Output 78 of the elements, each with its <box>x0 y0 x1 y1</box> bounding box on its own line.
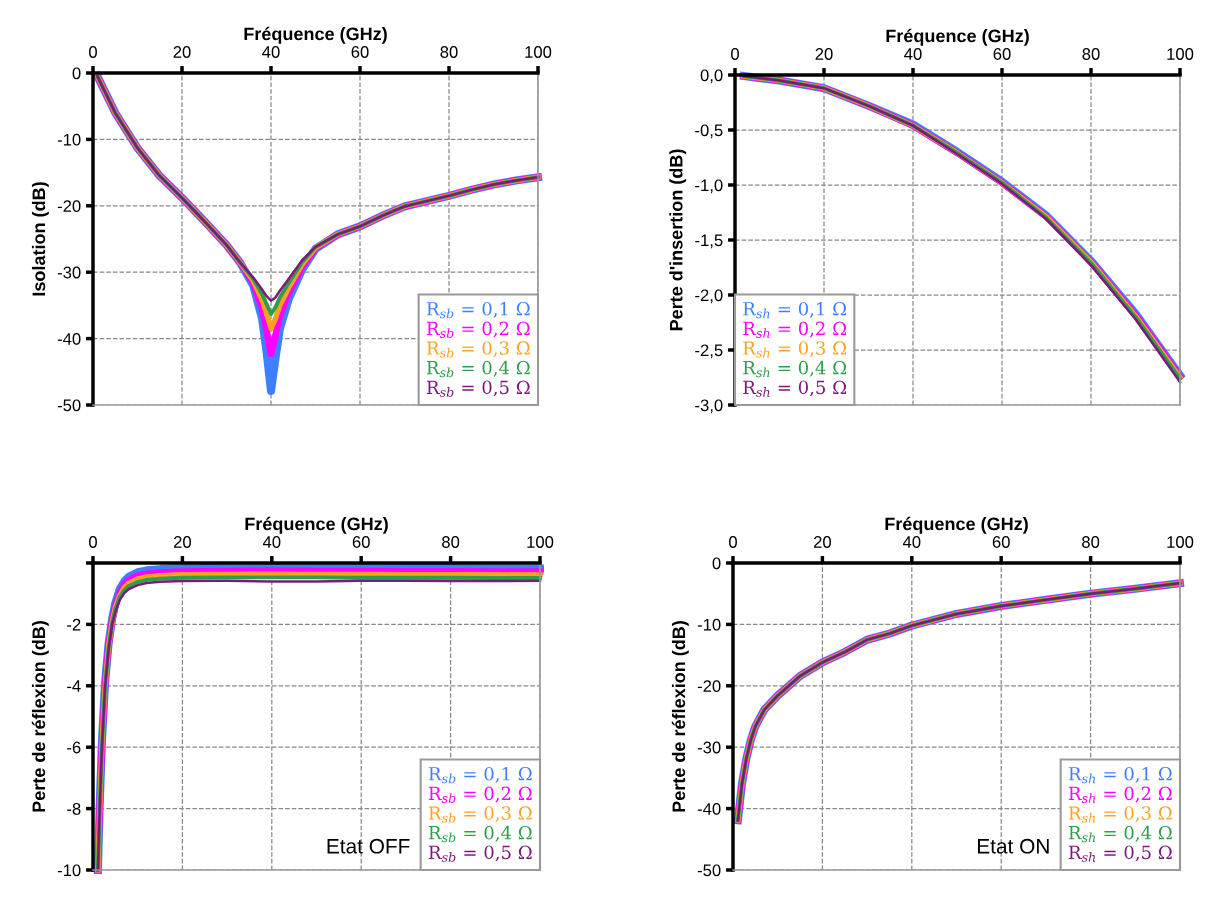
text: R$_{sb}$ = 0,2 Ω <box>428 786 532 803</box>
x-tick-label: 40 <box>262 46 280 58</box>
x-tick-label: 60 <box>351 46 369 58</box>
annotation: Etat OFF <box>327 838 410 854</box>
x-tick-label: 40 <box>262 536 281 548</box>
y-tick-label: -20 <box>57 200 81 212</box>
x-tick-label: 0 <box>729 536 737 548</box>
text: R$_{sb}$ = 0,3 Ω <box>426 341 530 358</box>
text: R$_{sb}$ = 0,1 Ω <box>428 766 532 784</box>
x-tick-label: 100 <box>1167 536 1194 548</box>
x-tick-label: 20 <box>813 536 832 548</box>
y-tick-label: -50 <box>57 399 81 412</box>
x-tick-label: 40 <box>904 48 922 60</box>
x-tick-label: 80 <box>1082 48 1100 60</box>
x-tick-label: 20 <box>173 46 191 58</box>
y-tick-label: -40 <box>57 333 81 345</box>
x-axis-title: Fréquence (GHz) <box>885 516 1028 534</box>
text: R$_{sh}$ = 0,3 Ω <box>743 341 847 358</box>
text: R$_{sh}$ = 0,5 Ω <box>743 380 847 397</box>
text: R$_{sb}$ = 0,4 Ω <box>428 825 532 843</box>
y-tick-label: -1,5 <box>695 234 723 249</box>
x-tick-label: 100 <box>525 46 552 58</box>
text: R$_{sh}$ = 0,4 Ω <box>743 360 847 378</box>
y-tick-label: -10 <box>57 864 81 877</box>
text: R$_{sb}$ = 0,1 Ω <box>426 301 530 319</box>
y-tick-label: 0 <box>72 67 81 80</box>
text: R$_{sh}$ = 0,2 Ω <box>1068 786 1172 803</box>
y-axis-title: Isolation (dB) <box>31 182 49 296</box>
text: R$_{sb}$ = 0,2 Ω <box>426 321 530 338</box>
text: R$_{sh}$ = 0,1 Ω <box>743 301 847 319</box>
text: R$_{sh}$ = 0,4 Ω <box>1068 825 1172 843</box>
y-tick-label: 0 <box>712 557 721 570</box>
text: R$_{sh}$ = 0,5 Ω <box>1068 845 1172 862</box>
text: R$_{sh}$ = 0,1 Ω <box>1068 766 1172 784</box>
y-tick-label: -2 <box>67 618 81 631</box>
y-tick-label: -4 <box>67 680 81 692</box>
y-tick-label: -10 <box>57 133 81 146</box>
x-tick-label: 80 <box>442 536 460 548</box>
y-axis-title: Perte de réflexion (dB) <box>31 621 49 812</box>
x-tick-label: 60 <box>992 536 1010 548</box>
text: R$_{sb}$ = 0,5 Ω <box>428 845 532 862</box>
text: R$_{sh}$ = 0,2 Ω <box>743 321 847 338</box>
y-tick-label: -6 <box>67 741 81 754</box>
x-tick-label: 60 <box>993 48 1011 60</box>
x-tick-label: 0 <box>89 536 97 548</box>
x-axis-title: Fréquence (GHz) <box>244 26 387 44</box>
y-tick-label: -2,0 <box>695 289 723 304</box>
text: R$_{sb}$ = 0,4 Ω <box>426 360 530 378</box>
y-tick-label: -40 <box>697 803 721 815</box>
y-axis-title: Perte d'insertion (dB) <box>669 149 687 331</box>
y-tick-label: -3,0 <box>695 399 723 414</box>
x-tick-label: 80 <box>1082 536 1100 548</box>
y-tick-label: -50 <box>697 864 721 877</box>
x-tick-label: 60 <box>352 536 370 548</box>
text: R$_{sh}$ = 0,3 Ω <box>1068 806 1172 823</box>
x-tick-label: 40 <box>902 536 921 548</box>
y-tick-label: -8 <box>67 803 81 815</box>
y-tick-label: -30 <box>57 266 81 279</box>
x-axis-title: Fréquence (GHz) <box>245 516 388 534</box>
x-tick-label: 100 <box>1167 48 1194 60</box>
y-axis-title: Perte de réflexion (dB) <box>671 621 689 812</box>
x-tick-label: 80 <box>440 46 458 58</box>
y-tick-label: -20 <box>697 680 721 692</box>
y-tick-label: -1,0 <box>695 179 723 194</box>
y-tick-label: -10 <box>697 618 721 631</box>
y-tick-label: 0,0 <box>700 69 723 84</box>
y-tick-label: -30 <box>697 741 721 754</box>
y-tick-label: -2,5 <box>695 344 723 359</box>
annotation: Etat ON <box>977 838 1049 854</box>
y-tick-label: -0,5 <box>695 124 723 139</box>
text: R$_{sb}$ = 0,3 Ω <box>428 806 532 823</box>
text: R$_{sb}$ = 0,5 Ω <box>426 380 530 397</box>
x-tick-label: 0 <box>89 46 97 58</box>
x-tick-label: 100 <box>527 536 554 548</box>
x-tick-label: 0 <box>731 48 739 60</box>
x-tick-label: 20 <box>815 48 833 60</box>
x-axis-title: Fréquence (GHz) <box>886 28 1029 46</box>
x-tick-label: 20 <box>173 536 192 548</box>
